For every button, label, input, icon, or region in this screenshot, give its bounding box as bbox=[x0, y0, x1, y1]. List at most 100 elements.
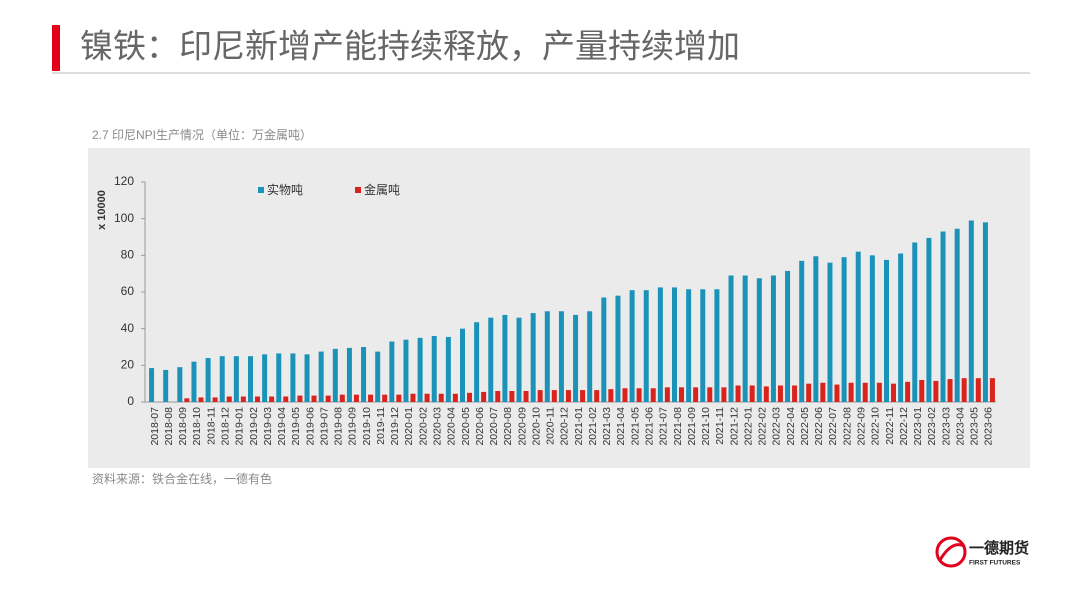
x-tick-label: 2020-09 bbox=[516, 407, 528, 446]
bar bbox=[580, 390, 586, 402]
bar bbox=[968, 220, 974, 402]
bar bbox=[431, 336, 437, 402]
y-axis-label: x 10000 bbox=[96, 190, 108, 230]
bar bbox=[262, 354, 268, 402]
x-tick-label: 2020-02 bbox=[417, 407, 429, 446]
x-tick-label: 2019-04 bbox=[276, 407, 288, 446]
bar bbox=[770, 275, 776, 402]
x-tick-label: 2020-04 bbox=[446, 407, 458, 446]
x-tick-label: 2021-09 bbox=[686, 407, 698, 446]
x-tick-label: 2020-11 bbox=[545, 407, 557, 445]
bar bbox=[975, 378, 981, 402]
bar bbox=[884, 259, 889, 402]
bar bbox=[792, 385, 798, 402]
x-tick-label: 2020-01 bbox=[403, 407, 415, 446]
bar bbox=[749, 385, 755, 402]
x-tick-label: 2023-05 bbox=[969, 407, 981, 446]
bar bbox=[855, 251, 861, 402]
bar bbox=[255, 396, 260, 402]
logo-sub: FIRST FUTURES bbox=[969, 560, 1021, 567]
bar bbox=[368, 394, 374, 402]
x-tick-label: 2023-06 bbox=[983, 407, 995, 446]
bar bbox=[608, 389, 614, 402]
bar bbox=[240, 396, 246, 402]
bar bbox=[537, 390, 543, 402]
bar bbox=[933, 380, 939, 402]
bar bbox=[332, 348, 338, 402]
bar bbox=[226, 396, 232, 402]
x-tick-label: 2019-12 bbox=[389, 407, 401, 446]
bar bbox=[467, 392, 472, 402]
bar bbox=[672, 287, 677, 402]
chart-title: 2.7 印尼NPI生产情况（单位：万金属吨） bbox=[92, 127, 312, 142]
bar bbox=[622, 388, 628, 402]
x-tick-label: 2019-03 bbox=[262, 407, 274, 446]
bar bbox=[530, 313, 536, 402]
x-tick-label: 2019-09 bbox=[347, 407, 359, 446]
x-tick-label: 2019-05 bbox=[290, 407, 302, 446]
bar bbox=[912, 242, 918, 402]
bar bbox=[876, 382, 882, 402]
bar bbox=[919, 380, 925, 402]
bar bbox=[777, 385, 783, 402]
y-tick-label: 80 bbox=[121, 248, 135, 262]
bar bbox=[445, 336, 451, 402]
bar bbox=[573, 314, 579, 402]
bar bbox=[813, 256, 819, 402]
bar bbox=[693, 387, 699, 402]
bar bbox=[502, 314, 508, 402]
x-tick-label: 2020-06 bbox=[474, 407, 486, 446]
y-tick-label: 20 bbox=[121, 358, 135, 372]
bar bbox=[728, 275, 734, 402]
x-tick-label: 2022-07 bbox=[827, 407, 839, 446]
bar bbox=[396, 394, 402, 402]
bar bbox=[424, 393, 430, 402]
x-tick-label: 2021-12 bbox=[728, 407, 740, 446]
x-tick-label: 2023-04 bbox=[954, 407, 966, 446]
bar bbox=[163, 369, 169, 402]
bar bbox=[191, 361, 197, 402]
x-tick-label: 2023-02 bbox=[926, 407, 938, 446]
bar bbox=[742, 275, 748, 402]
bar bbox=[177, 367, 183, 402]
x-tick-label: 2019-02 bbox=[248, 407, 260, 446]
bar bbox=[686, 289, 692, 402]
x-tick-label: 2022-02 bbox=[757, 407, 769, 446]
legend-label: 金属吨 bbox=[364, 182, 400, 197]
bar bbox=[862, 382, 868, 402]
bar bbox=[297, 395, 303, 402]
x-tick-label: 2019-11 bbox=[375, 407, 387, 445]
x-tick-label: 2018-11 bbox=[205, 407, 217, 445]
logo-icon bbox=[935, 536, 967, 568]
x-tick-label: 2021-11 bbox=[714, 407, 726, 445]
x-tick-label: 2021-04 bbox=[615, 407, 627, 446]
bar bbox=[954, 228, 960, 402]
x-tick-label: 2021-07 bbox=[658, 407, 670, 446]
x-tick-label: 2018-09 bbox=[177, 407, 189, 446]
legend-label: 实物吨 bbox=[267, 182, 303, 197]
bar bbox=[474, 322, 480, 402]
bar bbox=[587, 311, 593, 402]
bar bbox=[346, 347, 352, 402]
x-tick-label: 2022-01 bbox=[742, 407, 754, 446]
bar bbox=[756, 278, 762, 402]
bar bbox=[834, 384, 840, 402]
bar bbox=[820, 382, 826, 402]
bar bbox=[799, 260, 805, 402]
bar bbox=[339, 394, 345, 402]
x-tick-label: 2020-07 bbox=[488, 407, 500, 446]
bar bbox=[318, 351, 324, 402]
bar bbox=[961, 378, 967, 402]
bar bbox=[516, 317, 522, 402]
x-tick-label: 2022-04 bbox=[785, 407, 797, 446]
bar bbox=[509, 391, 515, 402]
title-accent bbox=[52, 25, 60, 71]
y-tick-label: 40 bbox=[121, 321, 135, 335]
y-tick-label: 0 bbox=[127, 394, 134, 408]
source-note: 资料来源：铁合金在线，一德有色 bbox=[92, 471, 272, 486]
bar bbox=[636, 388, 642, 402]
bar bbox=[926, 237, 932, 402]
x-tick-label: 2022-08 bbox=[841, 407, 853, 446]
bar bbox=[290, 353, 296, 402]
logo-name: 一德期货 bbox=[969, 539, 1029, 557]
